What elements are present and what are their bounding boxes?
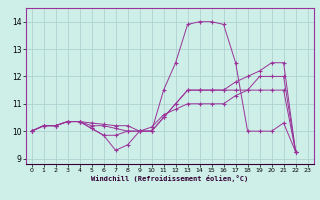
X-axis label: Windchill (Refroidissement éolien,°C): Windchill (Refroidissement éolien,°C) (91, 175, 248, 182)
